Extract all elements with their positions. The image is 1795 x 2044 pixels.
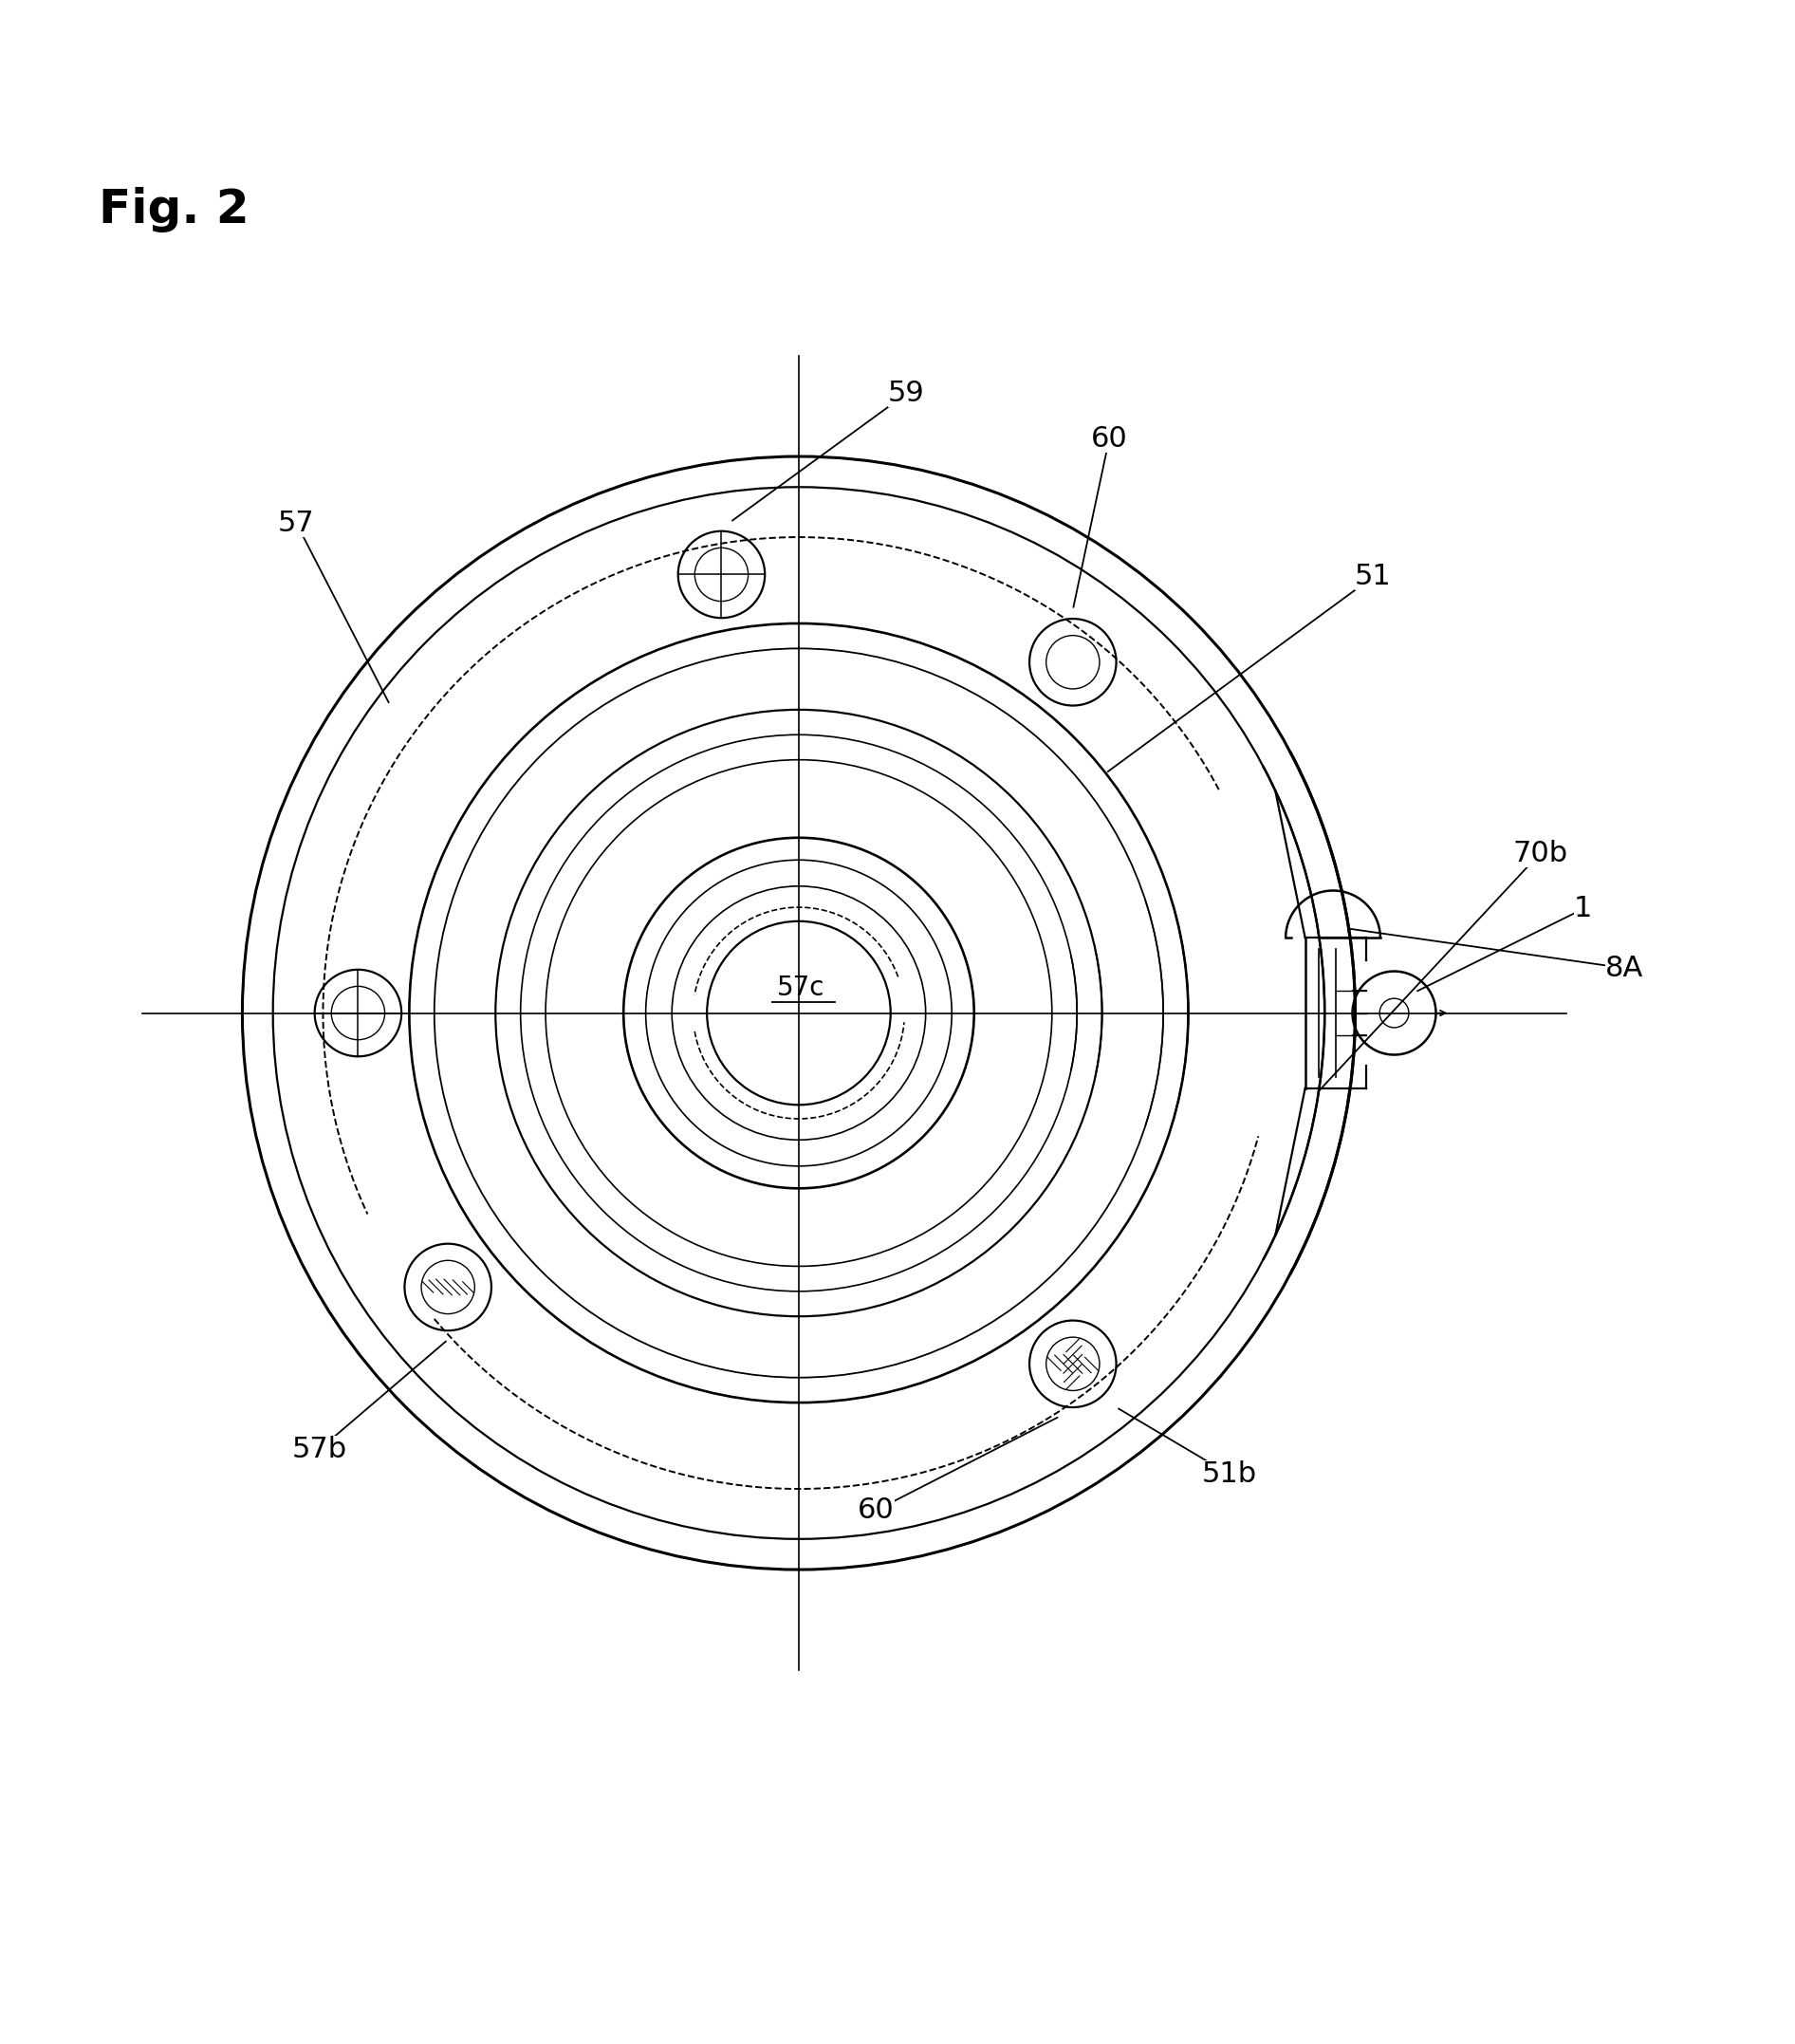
Text: 59: 59 <box>889 380 924 407</box>
Text: 57c: 57c <box>777 975 826 1002</box>
Text: 51: 51 <box>1355 562 1391 591</box>
Text: 8A: 8A <box>1605 955 1644 981</box>
Text: 51b: 51b <box>1203 1461 1256 1488</box>
Text: 1: 1 <box>1574 895 1592 922</box>
Text: 57: 57 <box>278 509 314 538</box>
Text: 60: 60 <box>1091 425 1127 452</box>
Text: 60: 60 <box>858 1496 894 1525</box>
Text: 57b: 57b <box>293 1435 346 1464</box>
Text: 70b: 70b <box>1513 840 1567 867</box>
Text: Fig. 2: Fig. 2 <box>99 188 250 233</box>
